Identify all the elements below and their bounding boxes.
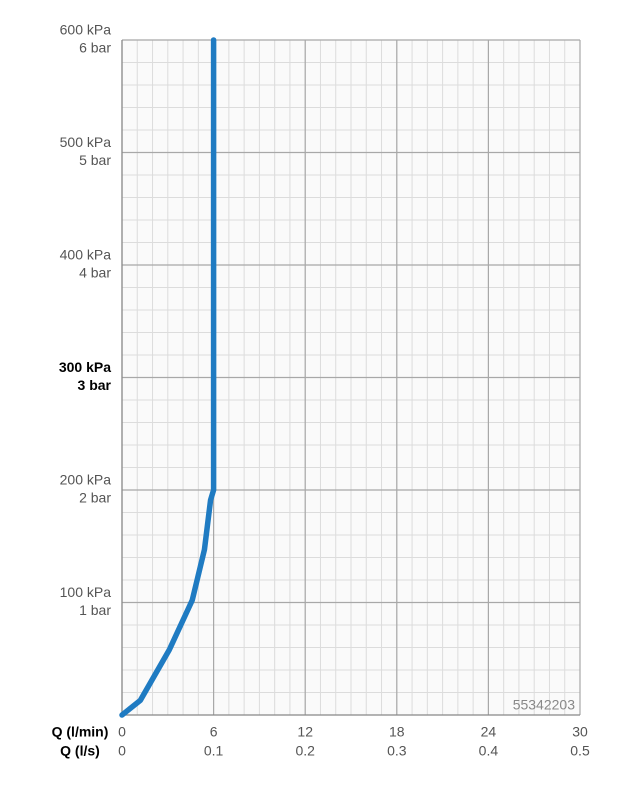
x2-axis-label: Q (l/s)	[60, 743, 100, 759]
x-tick-label: 6	[210, 724, 218, 740]
y-tick-label: 600 kPa	[60, 22, 112, 38]
grid	[121, 39, 581, 716]
x-tick-label: 24	[481, 724, 497, 740]
x-tick-label: 12	[297, 724, 313, 740]
y2-tick-label: 1 bar	[79, 602, 111, 618]
x-tick-label: 30	[572, 724, 588, 740]
y2-tick-label: 5 bar	[79, 152, 111, 168]
annotation: 55342203	[513, 697, 576, 713]
x2-tick-label: 0.3	[387, 743, 407, 759]
y2-tick-label: 4 bar	[79, 265, 111, 281]
x-tick-label: 0	[118, 724, 126, 740]
y-tick-label: 100 kPa	[60, 584, 112, 600]
curve	[119, 37, 217, 718]
y-tick-label: 500 kPa	[60, 134, 112, 150]
x2-tick-label: 0	[118, 743, 126, 759]
y-tick-label: 400 kPa	[60, 247, 112, 263]
y2-tick-label: 6 bar	[79, 40, 111, 56]
x2-tick-label: 0.1	[204, 743, 224, 759]
x2-tick-label: 0.5	[570, 743, 590, 759]
x-tick-label: 18	[389, 724, 405, 740]
x2-tick-label: 0.4	[479, 743, 499, 759]
x2-tick-label: 0.2	[295, 743, 315, 759]
y2-tick-label: 3 bar	[78, 377, 112, 393]
y-tick-label: 200 kPa	[60, 472, 112, 488]
y-tick-label: 300 kPa	[59, 359, 111, 375]
y2-tick-label: 2 bar	[79, 490, 111, 506]
x-axis-label: Q (l/min)	[52, 724, 109, 740]
